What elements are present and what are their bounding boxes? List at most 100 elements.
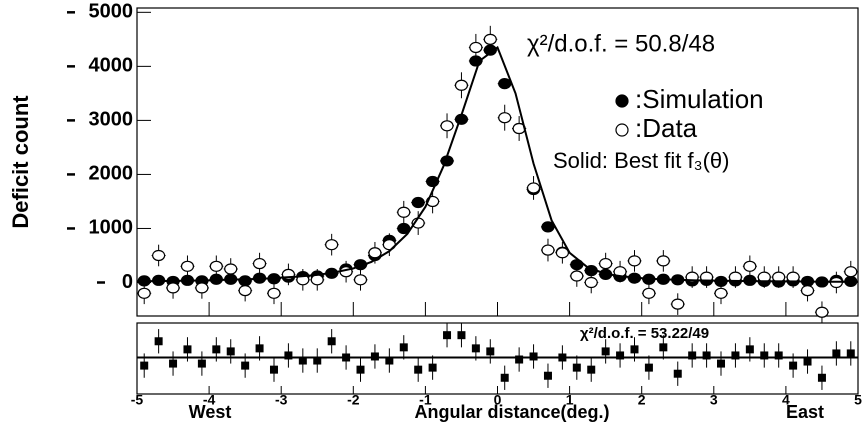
- residual-point: [486, 347, 495, 356]
- data-point: [209, 260, 223, 272]
- residual-point: [212, 345, 221, 354]
- residual-point: [745, 345, 754, 354]
- y-tick-label: 5000: [89, 1, 134, 23]
- x-tick-label: 2: [638, 392, 646, 408]
- x-tick-label: 3: [710, 392, 718, 408]
- data-point: [137, 287, 151, 299]
- residual-point: [630, 345, 639, 354]
- x-tick-label: 1: [566, 392, 574, 408]
- data-point: [498, 112, 512, 124]
- residual-point: [817, 373, 826, 382]
- x-tick-label: -5: [131, 392, 144, 408]
- data-point: [541, 244, 555, 256]
- residual-point: [385, 356, 394, 365]
- residual-point: [443, 331, 452, 340]
- residual-statistic: χ²/d.o.f. = 53.22/49: [580, 325, 709, 342]
- residual-point: [399, 343, 408, 352]
- residual-point: [717, 359, 726, 368]
- residual-point: [500, 373, 509, 382]
- y-axis-label: Deficit count: [8, 95, 33, 229]
- legend-entry: :Data: [635, 113, 698, 143]
- data-point: [325, 239, 339, 251]
- data-point: [180, 260, 195, 272]
- data-point: [166, 282, 180, 294]
- data-point: [252, 257, 267, 270]
- data-point: [800, 285, 815, 297]
- residual-point: [428, 363, 437, 372]
- data-point: [195, 282, 209, 294]
- x-tick-label: 4: [782, 392, 790, 408]
- residual-point: [601, 347, 610, 356]
- residual-point: [269, 365, 278, 374]
- simulation-point: [541, 221, 555, 233]
- residual-point: [313, 356, 322, 365]
- x-axis-label: Angular distance(deg.): [414, 402, 609, 422]
- data-point: [584, 276, 598, 289]
- legend-marker: [615, 94, 629, 108]
- residual-point: [688, 351, 697, 360]
- data-point: [627, 255, 642, 267]
- residual-point: [298, 356, 307, 365]
- data-point: [469, 41, 483, 54]
- residual-point: [673, 369, 682, 378]
- data-point: [238, 285, 252, 297]
- data-point: [526, 182, 541, 194]
- residual-point: [760, 351, 769, 360]
- y-tick-label: 0: [122, 271, 133, 293]
- residual-point: [558, 353, 567, 362]
- data-point: [152, 249, 166, 262]
- fit-curve: [136, 45, 859, 283]
- residual-point: [846, 349, 855, 358]
- data-point: [397, 206, 411, 218]
- data-point: [599, 257, 613, 270]
- residual-point: [587, 365, 596, 374]
- data-point: [570, 270, 584, 282]
- data-point: [483, 33, 497, 45]
- residual-point: [774, 351, 783, 360]
- legend-entry: :Simulation: [635, 84, 764, 114]
- x-tick-label: -3: [275, 392, 288, 408]
- residual-point: [832, 349, 841, 358]
- y-tick-label: 3000: [89, 109, 134, 131]
- data-point: [224, 263, 238, 275]
- residual-point: [414, 365, 423, 374]
- residual-point: [327, 337, 336, 346]
- simulation-point: [411, 196, 425, 209]
- data-point: [656, 255, 670, 267]
- data-point: [454, 79, 469, 91]
- residual-point: [255, 344, 264, 353]
- residual-point: [515, 355, 524, 364]
- data-point: [714, 287, 728, 299]
- x-tick-label: 5: [854, 392, 862, 408]
- legend-entry: Solid: Best fit f₃(θ): [553, 148, 729, 173]
- residual-point: [356, 365, 365, 374]
- x-axis-label-east: East: [786, 402, 824, 422]
- residual-point: [659, 343, 668, 352]
- x-tick-label: -4: [203, 392, 216, 408]
- residual-point: [284, 351, 293, 360]
- y-tick-label: 4000: [89, 55, 134, 77]
- residual-point: [731, 351, 740, 360]
- x-tick-label: 0: [494, 392, 502, 408]
- data-point: [743, 260, 757, 272]
- legend-marker: [615, 123, 629, 137]
- data-point: [671, 298, 685, 310]
- residual-point: [543, 371, 552, 380]
- residual-point: [140, 361, 149, 370]
- residual-point: [226, 347, 235, 356]
- x-tick-label: -2: [347, 392, 360, 408]
- data-point: [555, 247, 569, 259]
- y-tick-label: 2000: [89, 163, 134, 185]
- residual-point: [169, 359, 178, 368]
- residual-point: [370, 352, 379, 361]
- data-point: [728, 271, 743, 283]
- residual-point: [803, 357, 812, 366]
- x-tick-label: -1: [419, 392, 432, 408]
- data-point: [844, 266, 858, 278]
- residual-point: [342, 353, 351, 362]
- y-tick-label: 1000: [89, 217, 134, 239]
- simulation-point: [498, 78, 512, 90]
- residual-point: [572, 363, 581, 372]
- x-axis-label-west: West: [189, 402, 232, 422]
